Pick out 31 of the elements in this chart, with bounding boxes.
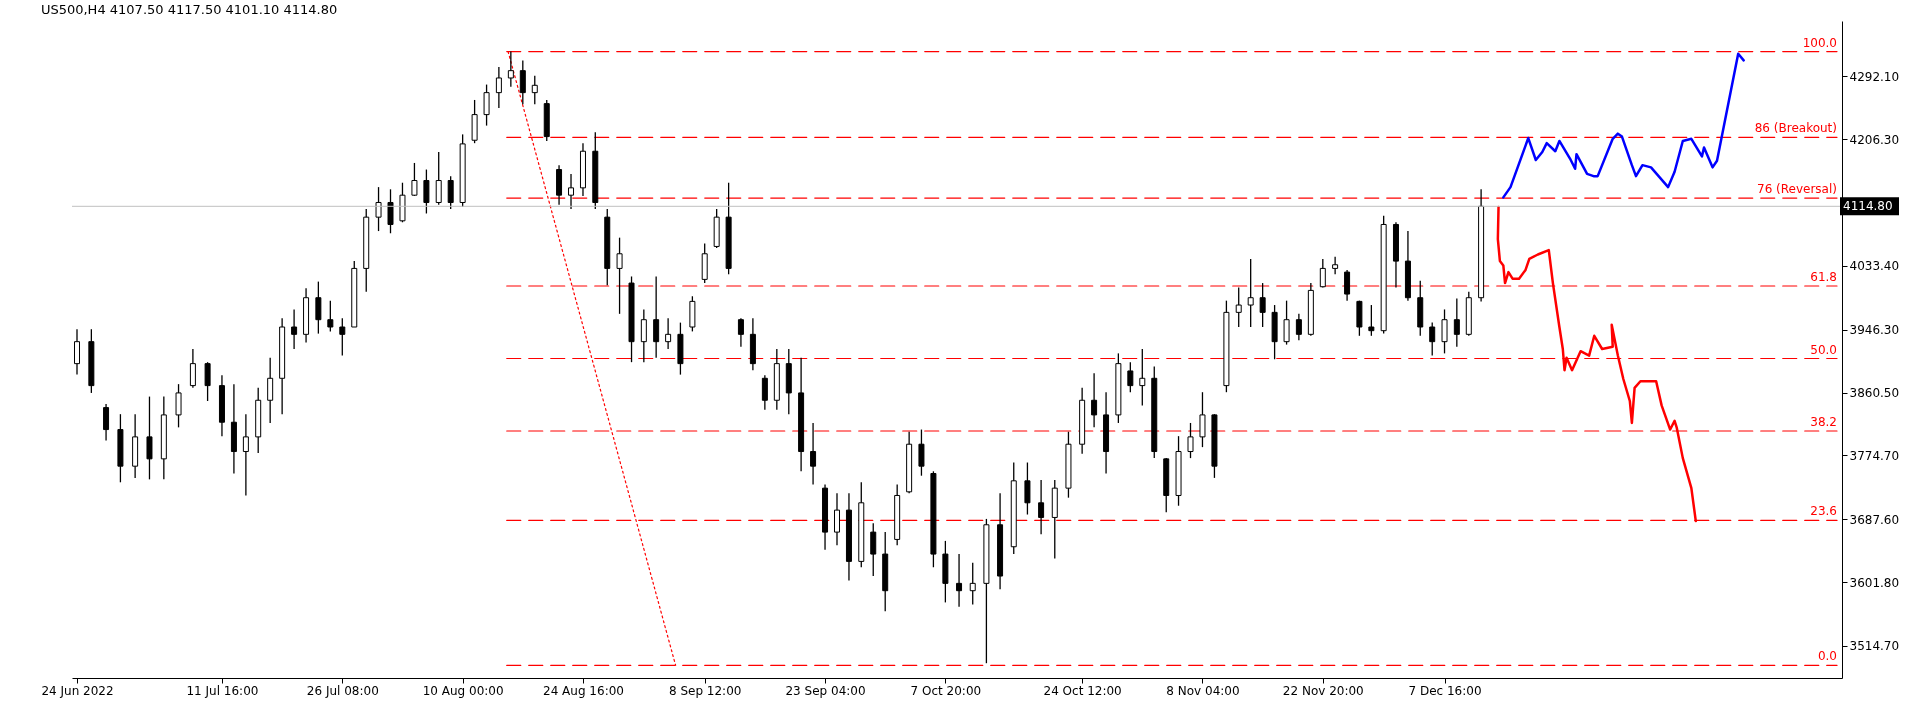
- x-tick-label: 24 Oct 12:00: [1043, 683, 1122, 698]
- y-tick-label: 4206.30: [1849, 132, 1900, 147]
- x-tick-label: 22 Nov 20:00: [1282, 683, 1364, 698]
- series-label: 100.0: [1802, 35, 1837, 50]
- y-tick-label: 3774.70: [1849, 448, 1900, 463]
- series-label: 50.0: [1810, 342, 1837, 357]
- y-tick-label: 3687.60: [1849, 512, 1900, 527]
- x-tick-label: 24 Jun 2022: [41, 683, 114, 698]
- x-tick-label: 23 Sep 04:00: [785, 683, 866, 698]
- series-label: 76 (Reversal): [1757, 182, 1837, 197]
- y-tick-label: 3601.80: [1849, 575, 1900, 590]
- x-tick-label: 8 Sep 12:00: [668, 683, 742, 698]
- ref-line-label: 4114.80: [1843, 199, 1893, 214]
- series-label: 38.2: [1810, 415, 1837, 430]
- x-tick-label: 7 Oct 20:00: [910, 683, 982, 698]
- series-label: 23.6: [1810, 504, 1837, 519]
- series-label: 86 (Breakout): [1754, 121, 1837, 136]
- x-tick-label: 11 Jul 16:00: [186, 683, 259, 698]
- x-tick-label: 8 Nov 04:00: [1166, 683, 1240, 698]
- y-tick-label: 4292.10: [1849, 69, 1900, 84]
- series-label: 61.8: [1810, 270, 1837, 284]
- y-tick-label: 3860.50: [1849, 386, 1900, 401]
- x-tick-label: 10 Aug 00:00: [422, 683, 504, 698]
- y-tick-label: 4033.40: [1849, 259, 1900, 274]
- chart-title: US500,H4 4107.50 4117.50 4101.10 4114.80: [40, 2, 338, 17]
- x-tick-label: 7 Dec 16:00: [1408, 683, 1482, 698]
- series-label: 0.0: [1817, 649, 1837, 664]
- y-tick-label: 3946.30: [1849, 323, 1900, 338]
- x-tick-label: 24 Aug 16:00: [543, 683, 624, 698]
- y-tick-label: 3514.70: [1849, 639, 1900, 654]
- x-tick-label: 26 Jul 08:00: [306, 683, 379, 698]
